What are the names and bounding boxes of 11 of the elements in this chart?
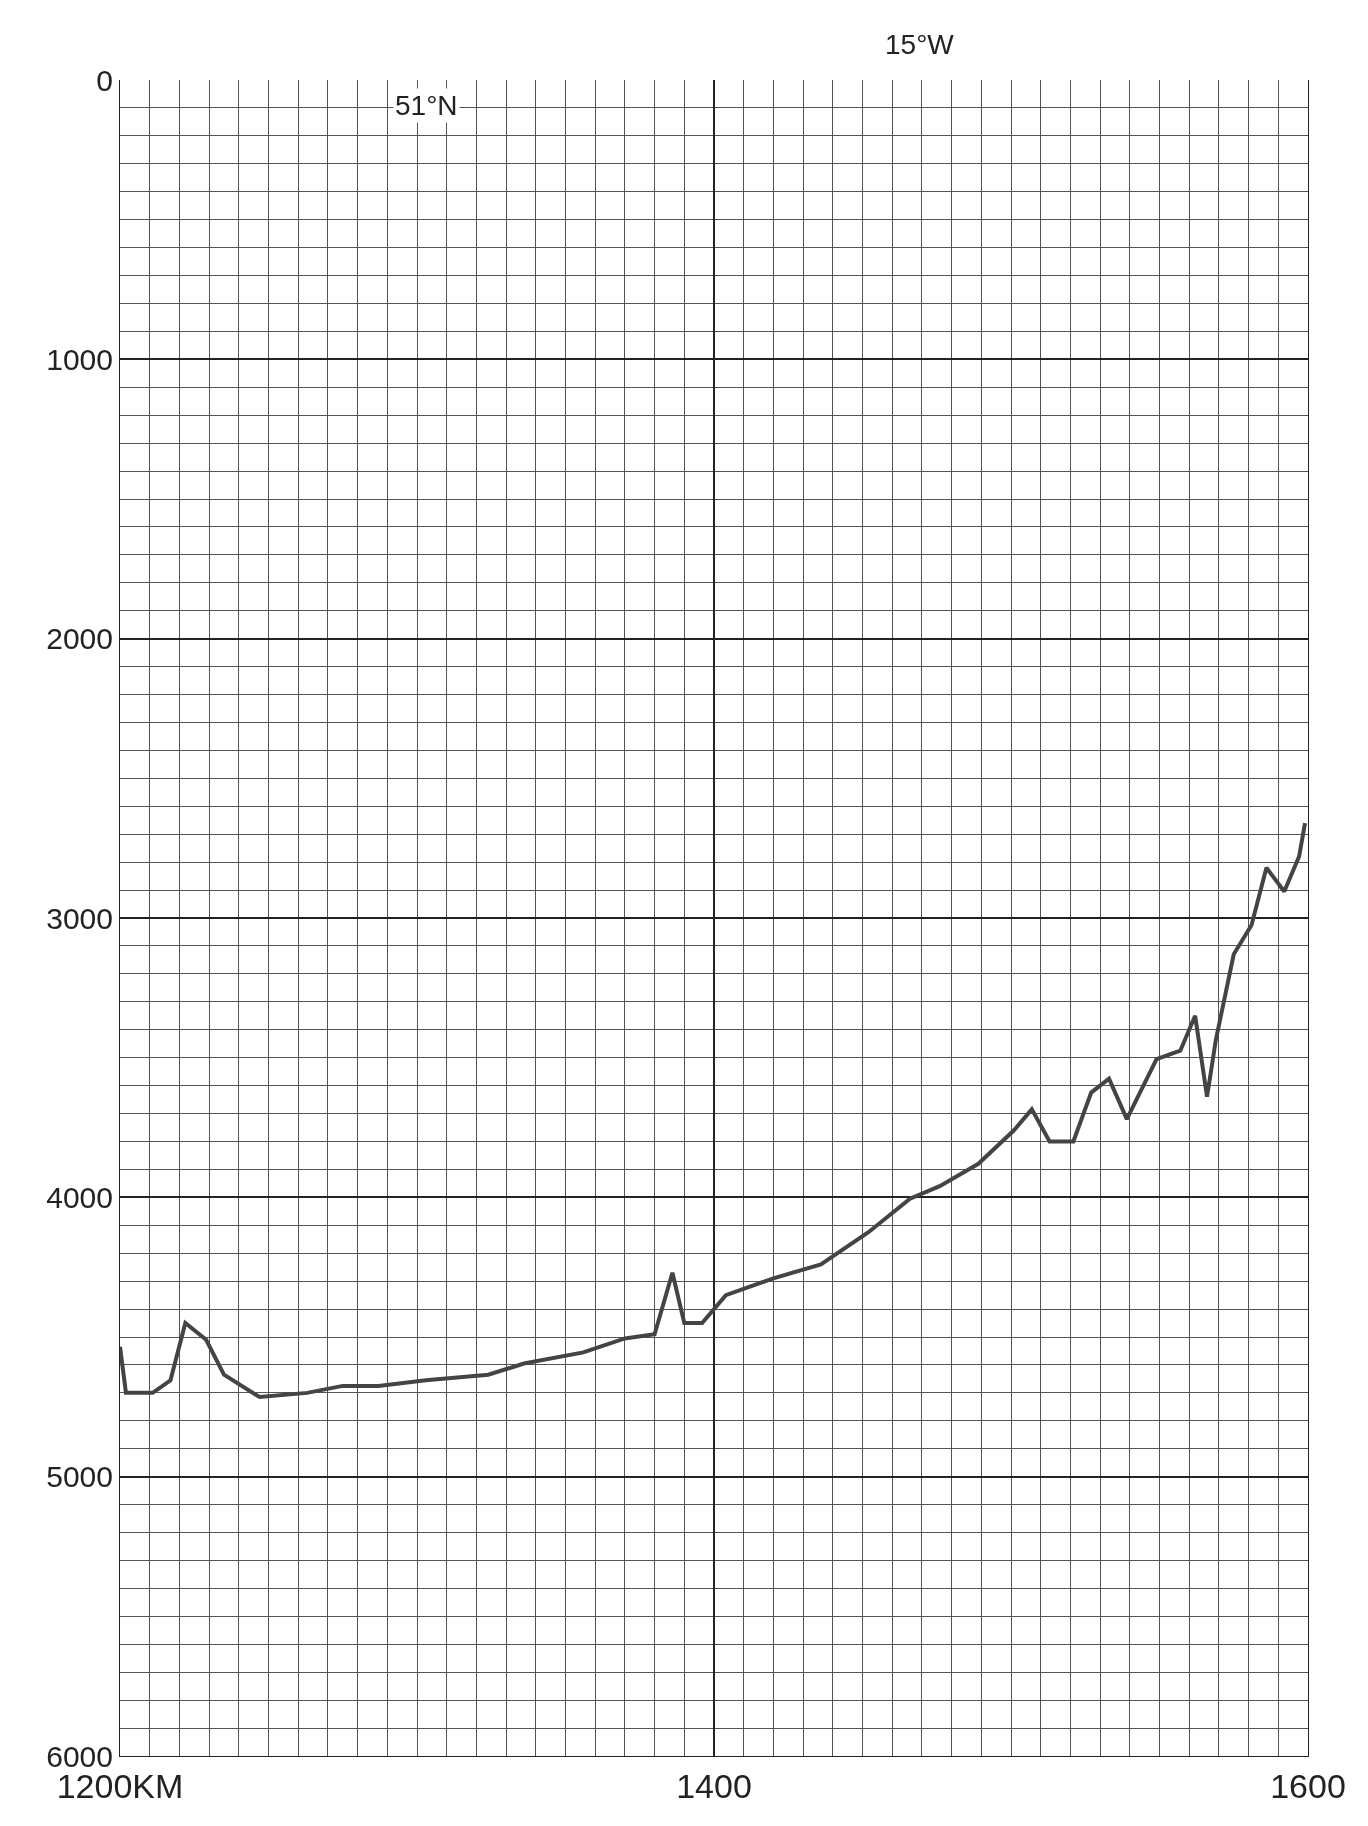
text: 15°W: [885, 29, 955, 60]
x-tick-label: 1600: [1270, 1766, 1346, 1805]
y-tick-label: 2000: [46, 622, 113, 656]
y-tick-label: 4000: [46, 1180, 113, 1214]
x-tick-label: 1400: [676, 1766, 752, 1805]
y-tick-label: 0: [96, 63, 113, 97]
y-tick-label: 3000: [46, 901, 113, 935]
line-series: [120, 821, 1308, 1400]
y-tick-label: 5000: [46, 1460, 113, 1494]
annotation: 51°N: [395, 90, 458, 121]
y-tick-label: 1000: [46, 342, 113, 376]
